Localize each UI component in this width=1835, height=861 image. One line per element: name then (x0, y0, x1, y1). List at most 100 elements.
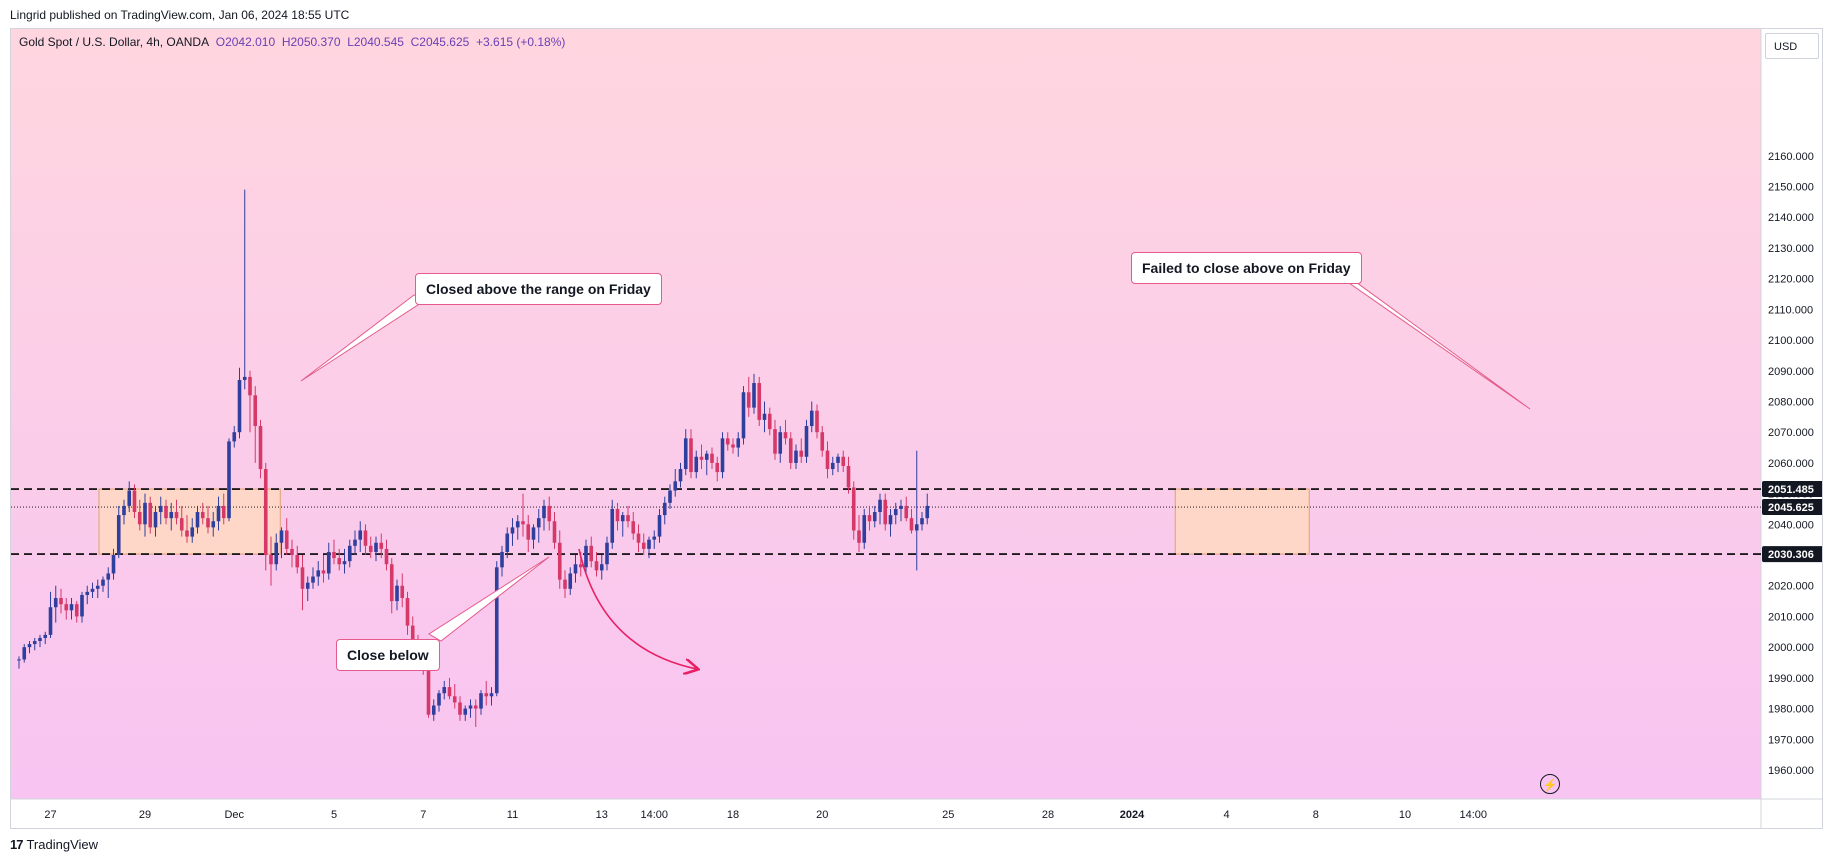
price-axis-background (1761, 29, 1822, 828)
candle-body (374, 542, 378, 552)
candle-body (127, 490, 132, 506)
candle-body (22, 647, 27, 660)
y-tick-label: 1990.000 (1768, 673, 1814, 685)
chart-background (11, 29, 1761, 799)
y-tick-label: 2040.000 (1768, 519, 1814, 531)
candle-body (227, 441, 231, 519)
candle-body (332, 551, 336, 559)
candle-body (899, 505, 903, 509)
candle-body (458, 702, 462, 715)
candle-body (568, 573, 573, 589)
candle-body (405, 598, 410, 626)
publisher-info: Lingrid published on TradingView.com, Ja… (10, 8, 350, 22)
currency-button[interactable]: USD (1765, 33, 1819, 59)
candle-body (710, 453, 714, 463)
candle-body (694, 456, 699, 473)
candle-body (888, 515, 893, 525)
candle-body (53, 598, 58, 608)
candle-body (90, 588, 95, 592)
candle-body (479, 693, 483, 709)
candle-body (662, 502, 667, 516)
legend-change: +3.615 (+0.18%) (476, 35, 566, 49)
candle-body (773, 429, 777, 454)
candle-body (342, 561, 347, 565)
candle-body (725, 438, 730, 445)
candle-body (573, 564, 578, 574)
y-tick-label: 2010.000 (1768, 611, 1814, 623)
candle-body (111, 555, 116, 574)
x-tick-label: 11 (507, 809, 518, 821)
candle-body (242, 376, 247, 380)
candle-body (468, 705, 473, 709)
x-tick-label: 10 (1399, 809, 1411, 821)
candle-body (143, 502, 147, 525)
candle-body (368, 545, 373, 552)
candle-body (767, 413, 772, 430)
candle-body (552, 521, 557, 543)
candle-body (132, 490, 137, 513)
legend-close: C2045.625 (410, 35, 470, 49)
candle-body (652, 536, 657, 540)
price-label-text: 2030.306 (1768, 549, 1814, 561)
callout-tail-close-below (428, 556, 550, 642)
candle-body (673, 481, 678, 491)
candle-body (442, 687, 447, 694)
candle-body (515, 521, 520, 528)
chart-pane[interactable]: 1960.000 1970.000 1980.000 1990.000 2000.000… (10, 28, 1823, 829)
candle-body (857, 530, 861, 543)
candle-body (43, 634, 48, 638)
candle-body (794, 450, 798, 463)
candle-body (48, 607, 53, 635)
candle-body (909, 518, 914, 531)
candle-body (17, 659, 21, 661)
y-tick-label: 2120.000 (1768, 274, 1814, 286)
candlestick-chart[interactable]: 1960.000 1970.000 1980.000 1990.000 2000.000… (11, 29, 1823, 829)
candle-body (836, 456, 840, 463)
candle-body (689, 438, 693, 473)
candle-body (783, 432, 788, 439)
candle-body (248, 376, 252, 396)
candle-body (337, 558, 342, 565)
y-tick-label: 1960.000 (1768, 765, 1814, 777)
callout-closed-above[interactable]: Closed above the range on Friday (415, 273, 662, 305)
candle-body (752, 383, 756, 408)
symbol-legend: Gold Spot / U.S. Dollar, 4h, OANDA O2042… (19, 35, 565, 49)
candle-body (647, 539, 651, 549)
candle-body (64, 604, 69, 611)
x-tick-label: 27 (44, 809, 56, 821)
candle-body (384, 548, 389, 565)
candle-body (809, 410, 814, 427)
candle-body (59, 598, 63, 605)
candle-body (762, 413, 767, 420)
candle-body (610, 508, 615, 543)
candle-body (158, 505, 163, 513)
x-tick-label: 7 (420, 809, 426, 821)
price-label-badge (1762, 499, 1822, 516)
candle-body (400, 585, 405, 599)
candle-body (815, 410, 819, 433)
candle-body (521, 521, 525, 525)
candle-body (169, 512, 174, 519)
candle-body (615, 508, 620, 522)
candle-body (526, 524, 531, 540)
candle-body (326, 551, 331, 574)
price-label-text: 2045.625 (1768, 502, 1814, 514)
callout-close-below[interactable]: Close below (336, 639, 440, 671)
price-label-badge (1762, 546, 1822, 563)
legend-low: L2040.545 (347, 35, 404, 49)
candle-body (190, 527, 195, 537)
candle-body (206, 518, 210, 528)
tradingview-brand[interactable]: 17 TradingView (10, 837, 98, 852)
candle-body (358, 530, 363, 540)
candle-body (137, 512, 142, 525)
candle-body (27, 644, 32, 648)
candle-body (893, 508, 898, 516)
callout-failed-close[interactable]: Failed to close above on Friday (1131, 252, 1362, 284)
candle-body (38, 637, 42, 642)
candle-body (290, 548, 294, 556)
price-label-text: 2051.485 (1768, 484, 1814, 496)
candle-body (363, 530, 368, 546)
candle-body (788, 438, 793, 463)
lightning-bolt-icon[interactable]: ⚡ (1540, 774, 1560, 794)
candle-body (153, 512, 158, 528)
